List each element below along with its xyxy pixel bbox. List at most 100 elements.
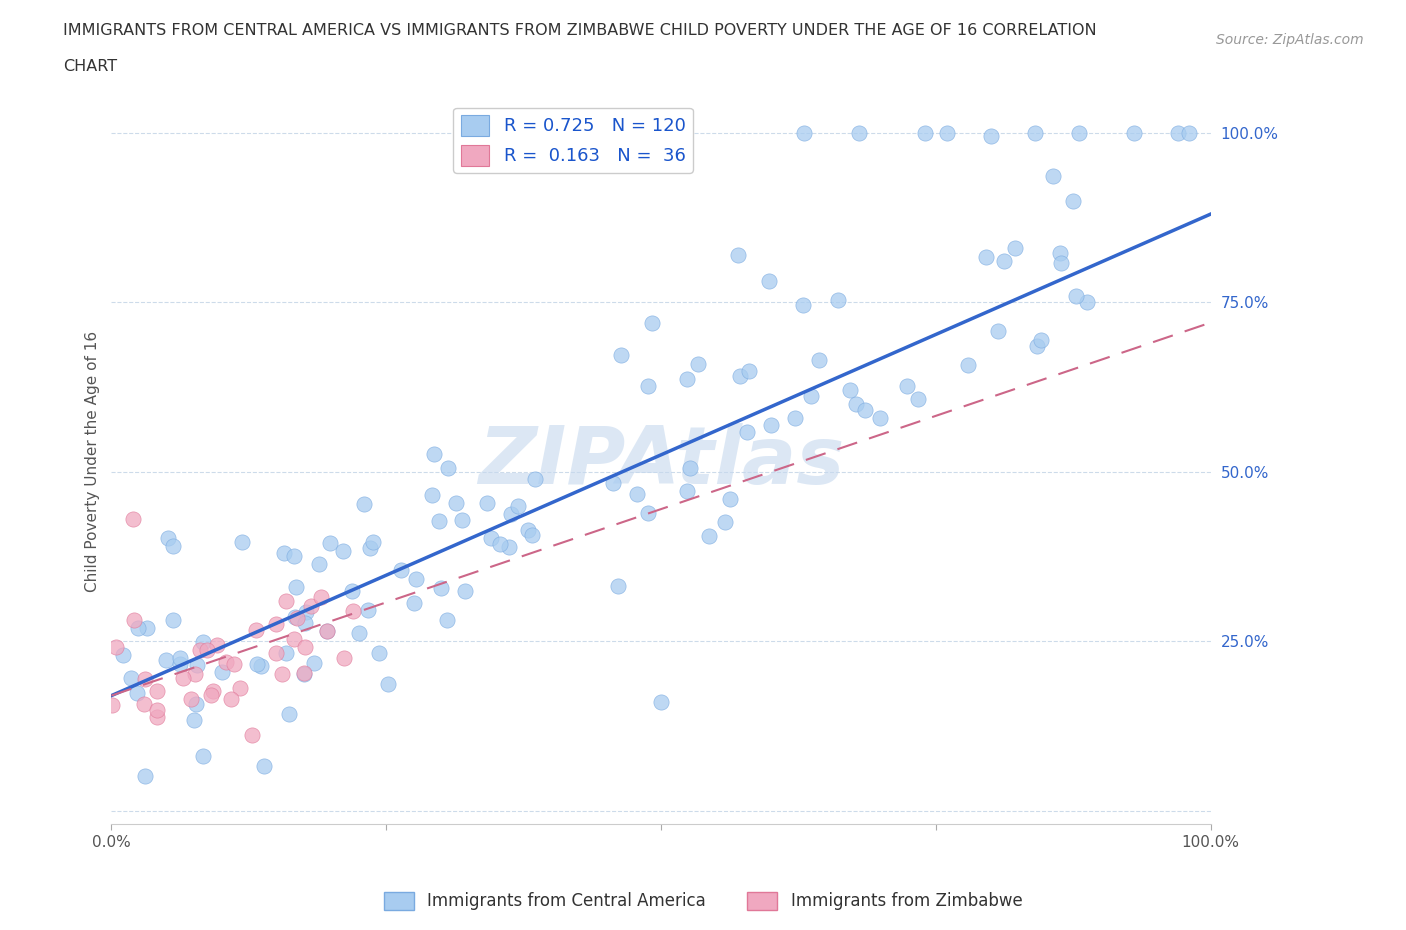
Point	[195, 642, 218, 657]
Point	[357, 603, 380, 618]
Point	[211, 664, 233, 679]
Point	[270, 667, 292, 682]
Point	[524, 472, 547, 487]
Point	[315, 623, 337, 638]
Point	[368, 645, 391, 660]
Point	[266, 617, 288, 631]
Point	[481, 530, 503, 545]
Point	[427, 513, 450, 528]
Point	[274, 646, 297, 661]
Point	[807, 352, 830, 367]
Point	[1067, 126, 1090, 140]
Point	[295, 604, 318, 619]
Point	[309, 590, 332, 604]
Point	[277, 706, 299, 721]
Point	[1050, 256, 1073, 271]
Point	[792, 298, 814, 312]
Point	[907, 392, 929, 406]
Point	[738, 364, 761, 379]
Point	[333, 650, 356, 665]
Point	[245, 623, 267, 638]
Point	[759, 418, 782, 432]
Point	[274, 593, 297, 608]
Text: Source: ZipAtlas.com: Source: ZipAtlas.com	[1216, 33, 1364, 46]
Point	[294, 615, 316, 630]
Legend: Immigrants from Central America, Immigrants from Zimbabwe: Immigrants from Central America, Immigra…	[377, 885, 1029, 917]
Point	[1178, 126, 1201, 140]
Point	[489, 537, 512, 551]
Point	[332, 544, 354, 559]
Point	[205, 638, 228, 653]
Point	[1167, 126, 1189, 140]
Point	[184, 666, 207, 681]
Point	[359, 541, 381, 556]
Point	[896, 379, 918, 393]
Point	[1062, 193, 1084, 208]
Point	[246, 657, 269, 671]
Point	[112, 647, 135, 662]
Point	[100, 698, 122, 712]
Point	[404, 595, 426, 610]
Point	[728, 369, 751, 384]
Point	[420, 487, 443, 502]
Point	[1026, 339, 1049, 353]
Point	[718, 491, 741, 506]
Point	[169, 657, 191, 671]
Point	[162, 613, 184, 628]
Point	[155, 653, 177, 668]
Text: IMMIGRANTS FROM CENTRAL AMERICA VS IMMIGRANTS FROM ZIMBABWE CHILD POVERTY UNDER : IMMIGRANTS FROM CENTRAL AMERICA VS IMMIG…	[63, 23, 1097, 38]
Point	[294, 639, 316, 654]
Point	[1029, 332, 1052, 347]
Point	[228, 681, 250, 696]
Point	[686, 356, 709, 371]
Point	[319, 536, 342, 551]
Point	[292, 666, 315, 681]
Point	[676, 372, 699, 387]
Point	[266, 645, 288, 660]
Point	[436, 612, 458, 627]
Point	[188, 643, 211, 658]
Point	[430, 580, 453, 595]
Point	[191, 634, 214, 649]
Point	[342, 584, 364, 599]
Point	[697, 529, 720, 544]
Point	[134, 769, 156, 784]
Point	[145, 703, 167, 718]
Point	[172, 671, 194, 685]
Point	[186, 697, 208, 711]
Point	[201, 684, 224, 698]
Point	[993, 253, 1015, 268]
Point	[641, 315, 664, 330]
Point	[347, 626, 370, 641]
Point	[146, 710, 169, 724]
Point	[714, 514, 737, 529]
Point	[122, 512, 145, 526]
Point	[987, 324, 1010, 339]
Point	[1122, 126, 1144, 140]
Point	[446, 496, 468, 511]
Point	[240, 727, 263, 742]
Point	[405, 572, 427, 587]
Point	[253, 759, 276, 774]
Point	[283, 631, 305, 646]
Point	[146, 684, 169, 698]
Point	[1076, 295, 1098, 310]
Point	[838, 382, 860, 397]
Point	[848, 126, 870, 140]
Point	[224, 657, 246, 671]
Legend: R = 0.725   N = 120, R =  0.163   N =  36: R = 0.725 N = 120, R = 0.163 N = 36	[453, 108, 693, 173]
Point	[183, 713, 205, 728]
Point	[517, 523, 540, 538]
Point	[219, 692, 242, 707]
Point	[1004, 241, 1026, 256]
Point	[132, 697, 155, 711]
Point	[626, 486, 648, 501]
Point	[956, 357, 979, 372]
Point	[737, 425, 759, 440]
Point	[501, 507, 523, 522]
Point	[679, 460, 702, 475]
Point	[304, 656, 326, 671]
Point	[980, 128, 1002, 143]
Point	[231, 534, 253, 549]
Point	[283, 549, 305, 564]
